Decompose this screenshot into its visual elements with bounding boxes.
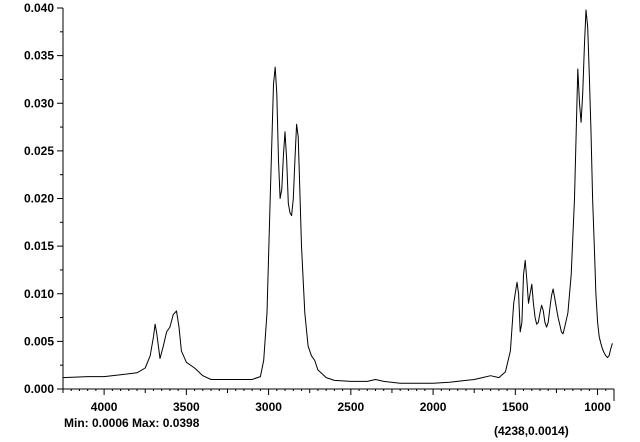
y-axis: 0.000 0.005 0.010 0.015 0.020 0.025 0.030 0.035… [24,1,63,396]
series-group [62,9,613,384]
x-tick-label: 4000 [91,400,118,414]
x-tick-label: 1500 [502,400,529,414]
cursor-coordinate-readout: (4238,0.0014) [494,424,569,438]
y-tick-label: 0.020 [24,192,54,206]
plot-frame [62,8,615,401]
y-tick-label: 0.015 [24,239,54,253]
x-tick-label: 2000 [420,400,447,414]
y-tick-label: 0.025 [24,144,54,158]
x-tick-label: 2500 [337,400,364,414]
y-tick-label: 0.005 [24,334,54,348]
min-max-readout: Min: 0.0006 Max: 0.0398 [64,416,200,430]
y-tick-label: 0.000 [24,382,54,396]
x-tick-label: 3000 [255,400,282,414]
y-tick-label: 0.010 [24,287,54,301]
y-tick-label: 0.030 [24,96,54,110]
y-tick-label: 0.035 [24,49,54,63]
x-tick-label: 3500 [173,400,200,414]
x-tick-label: 1000 [584,400,611,414]
x-axis: 4000 3500 3000 2500 2000 1500 1000 [62,389,615,414]
y-tick-label: 0.040 [24,1,54,15]
spectrum-series-line [62,9,613,384]
